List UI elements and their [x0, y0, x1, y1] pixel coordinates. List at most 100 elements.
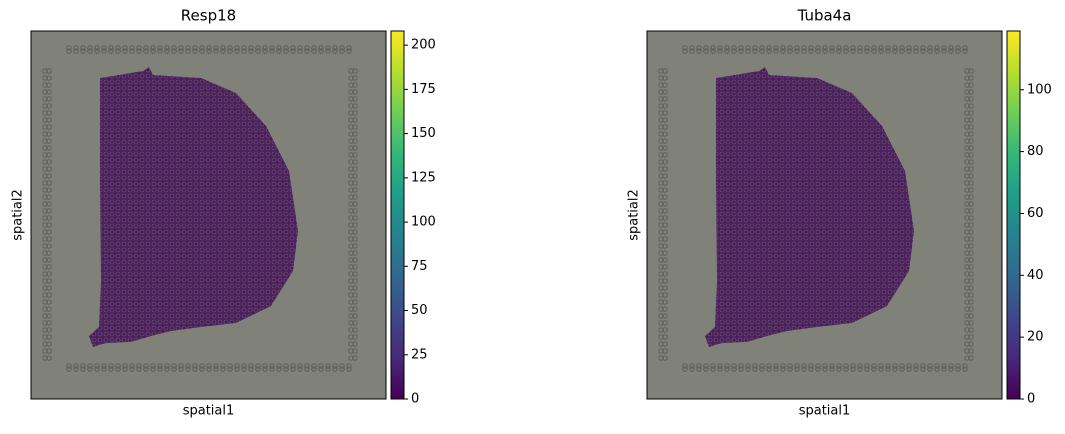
fiducial-spot [964, 341, 970, 347]
fiducial-spot [662, 208, 668, 214]
fiducial-spot [850, 45, 856, 51]
fiducial-spot [178, 363, 184, 369]
fiducial-spot [822, 366, 828, 372]
fiducial-spot [773, 45, 779, 51]
fiducial-spot [658, 285, 664, 291]
fiducial-spot [46, 173, 52, 179]
fiducial-spot [42, 355, 48, 361]
fiducial-spot [892, 45, 898, 51]
fiducial-spot [213, 48, 219, 54]
fiducial-spot [731, 48, 737, 54]
fiducial-spot [658, 124, 664, 130]
fiducial-spot [745, 363, 751, 369]
fiducial-spot [658, 201, 664, 207]
fiducial-spot [352, 285, 358, 291]
fiducial-spot [964, 145, 970, 151]
fiducial-spot [199, 363, 205, 369]
fiducial-spot [878, 45, 884, 51]
fiducial-spot [662, 334, 668, 340]
fiducial-spot [658, 236, 664, 242]
fiducial-spot [920, 45, 926, 51]
fiducial-spot [248, 45, 254, 51]
fiducial-spot [136, 363, 142, 369]
fiducial-spot [968, 306, 974, 312]
fiducial-spot [703, 48, 709, 54]
fiducial-spot [662, 152, 668, 158]
fiducial-spot [46, 306, 52, 312]
colorbar-tick-label: 40 [1027, 268, 1044, 283]
fiducial-spot [962, 366, 968, 372]
fiducial-spot [964, 89, 970, 95]
fiducial-spot [46, 222, 52, 228]
fiducial-spot [234, 363, 240, 369]
fiducial-spot [710, 363, 716, 369]
fiducial-spot [276, 48, 282, 54]
fiducial-spot [662, 229, 668, 235]
fiducial-spot [352, 215, 358, 221]
fiducial-spot [311, 363, 317, 369]
fiducial-spot [129, 363, 135, 369]
fiducial-spot [968, 124, 974, 130]
fiducial-spot [206, 45, 212, 51]
fiducial-spot [115, 366, 121, 372]
fiducial-spot [766, 48, 772, 54]
fiducial-spot [348, 348, 354, 354]
fiducial-spot [73, 363, 79, 369]
fiducial-spot [794, 45, 800, 51]
fiducial-spot [658, 292, 664, 298]
fiducial-spot [962, 45, 968, 51]
fiducial-spot [42, 264, 48, 270]
fiducial-spot [352, 208, 358, 214]
fiducial-spot [129, 48, 135, 54]
colorbar-tick-label: 0 [1027, 392, 1035, 407]
fiducial-spot [352, 292, 358, 298]
fiducial-spot [871, 48, 877, 54]
fiducial-spot [42, 313, 48, 319]
fiducial-spot [968, 313, 974, 319]
fiducial-spot [766, 363, 772, 369]
fiducial-spot [857, 45, 863, 51]
fiducial-spot [318, 45, 324, 51]
fiducial-spot [857, 48, 863, 54]
fiducial-spot [150, 48, 156, 54]
fiducial-spot [352, 341, 358, 347]
fiducial-spot [352, 222, 358, 228]
fiducial-spot [339, 363, 345, 369]
fiducial-spot [808, 363, 814, 369]
fiducial-spot [283, 48, 289, 54]
fiducial-spot [352, 334, 358, 340]
fiducial-spot [101, 45, 107, 51]
fiducial-spot [766, 366, 772, 372]
fiducial-spot [352, 187, 358, 193]
fiducial-spot [339, 45, 345, 51]
fiducial-spot [42, 271, 48, 277]
fiducial-spot [42, 348, 48, 354]
fiducial-spot [348, 236, 354, 242]
fiducial-spot [42, 243, 48, 249]
fiducial-spot [745, 48, 751, 54]
fiducial-spot [964, 138, 970, 144]
fiducial-spot [662, 243, 668, 249]
fiducial-spot [836, 45, 842, 51]
fiducial-spot [348, 117, 354, 123]
fiducial-spot [780, 48, 786, 54]
fiducial-spot [42, 173, 48, 179]
fiducial-spot [941, 48, 947, 54]
fiducial-spot [658, 243, 664, 249]
fiducial-spot [42, 194, 48, 200]
fiducial-spot [964, 313, 970, 319]
fiducial-spot [968, 138, 974, 144]
fiducial-spot [658, 348, 664, 354]
fiducial-spot [731, 45, 737, 51]
fiducial-spot [934, 363, 940, 369]
fiducial-spot [787, 363, 793, 369]
fiducial-spot [964, 271, 970, 277]
fiducial-spot [829, 48, 835, 54]
fiducial-spot [738, 45, 744, 51]
fiducial-spot [662, 166, 668, 172]
fiducial-spot [850, 366, 856, 372]
fiducial-spot [348, 327, 354, 333]
fiducial-spot [42, 222, 48, 228]
fiducial-spot [290, 45, 296, 51]
fiducial-spot [46, 187, 52, 193]
